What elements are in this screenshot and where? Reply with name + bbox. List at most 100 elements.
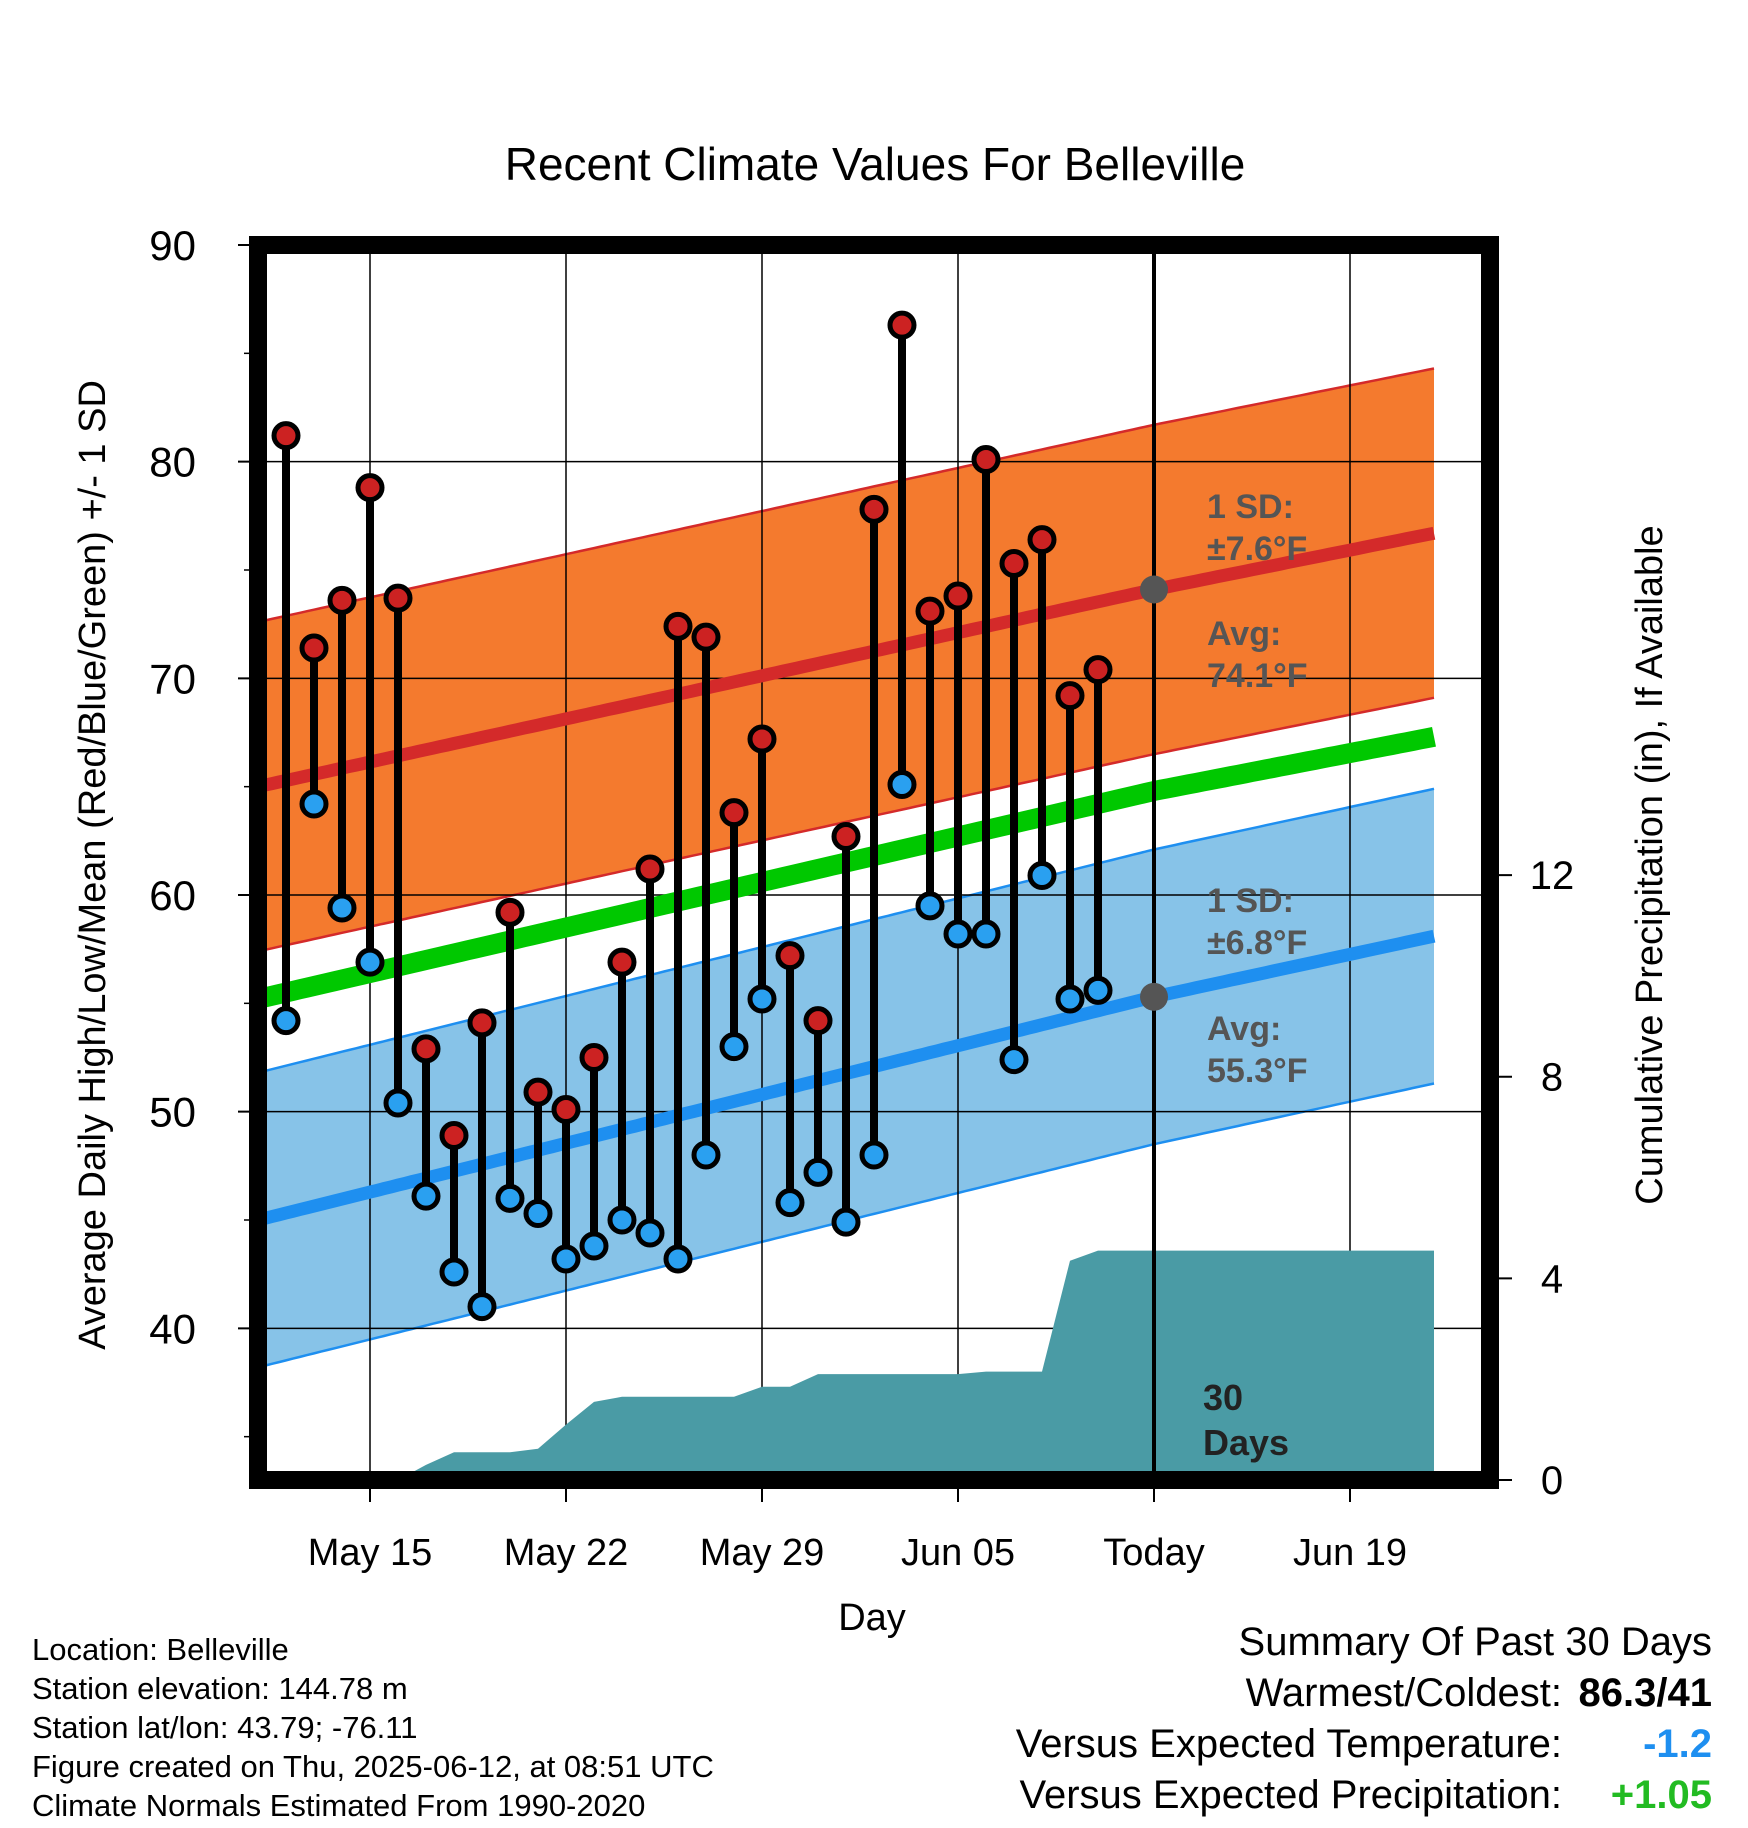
climate-normals-note: Climate Normals Estimated From 1990-2020	[32, 1788, 646, 1823]
daily-low-point	[635, 1218, 665, 1248]
daily-high-point	[271, 421, 301, 451]
low-avg-label: Avg:	[1207, 1010, 1281, 1048]
daily-low-point	[775, 1188, 805, 1218]
x-tick-label: May 22	[504, 1532, 629, 1574]
y2-tick-label: 0	[1541, 1459, 1563, 1503]
x-tick-label: Today	[1103, 1532, 1204, 1574]
daily-high-point	[943, 581, 973, 611]
daily-high-point	[915, 596, 945, 626]
daily-high-point	[579, 1043, 609, 1072]
daily-high-point	[635, 854, 665, 884]
daily-high-point	[495, 897, 525, 927]
daily-high-point	[663, 611, 693, 641]
high-lower-sd-edge	[257, 696, 1435, 953]
y2-tick-label: 12	[1530, 854, 1575, 898]
daily-low-point	[579, 1231, 609, 1261]
low-sd-value: ±6.8°F	[1207, 924, 1307, 962]
daily-high-point	[439, 1121, 469, 1150]
daily-high-point	[523, 1077, 553, 1107]
y-tick-label: 40	[149, 1305, 196, 1352]
daily-high-point	[467, 1008, 497, 1038]
daily-high-point	[859, 494, 889, 524]
today-high-normal-marker	[1140, 575, 1168, 604]
daily-low-point	[1027, 861, 1057, 890]
daily-low-point	[383, 1088, 413, 1118]
daily-low-point	[831, 1207, 861, 1237]
y2-tick-label: 4	[1541, 1257, 1563, 1301]
daily-low-point	[411, 1181, 441, 1211]
daily-high-point	[299, 633, 329, 663]
daily-low-point	[271, 1006, 301, 1036]
precip-departure-label: Versus Expected Precipitation:	[1019, 1773, 1562, 1817]
station-latlon: Station lat/lon: 43.79; -76.11	[32, 1710, 418, 1745]
daily-low-point	[719, 1032, 749, 1062]
daily-high-point	[1027, 525, 1057, 555]
daily-high-point	[747, 724, 777, 754]
y2-axis-label: Cumulative Precipitation (in), If Availa…	[1629, 525, 1671, 1204]
y2-tick-label: 8	[1541, 1056, 1563, 1100]
summary-panel: Summary Of Past 30 Days Warmest/Coldest:…	[1016, 1620, 1712, 1824]
x-tick-label: May 15	[308, 1532, 433, 1574]
daily-high-point	[411, 1034, 441, 1064]
temp-departure-label: Versus Expected Temperature:	[1015, 1722, 1562, 1766]
daily-low-point	[691, 1140, 721, 1170]
daily-low-point	[747, 984, 777, 1014]
daily-low-point	[439, 1257, 469, 1287]
high-upper-sd-edge	[257, 367, 1435, 624]
low-sd-label: 1 SD:	[1207, 882, 1294, 920]
daily-low-point	[663, 1244, 693, 1274]
window-label-days-count: 30	[1203, 1377, 1243, 1418]
daily-low-point	[915, 891, 945, 921]
station-elevation: Station elevation: 144.78 m	[32, 1671, 408, 1706]
daily-high-point	[327, 585, 357, 615]
x-tick-label: Jun 05	[901, 1532, 1015, 1574]
daily-high-point	[803, 1006, 833, 1036]
daily-high-point	[551, 1095, 581, 1124]
daily-high-point	[971, 445, 1001, 474]
window-label-days-word: Days	[1203, 1422, 1289, 1463]
daily-low-point	[607, 1205, 637, 1235]
daily-high-point	[999, 549, 1029, 578]
y-tick-label: 50	[149, 1089, 196, 1136]
station-location: Location: Belleville	[32, 1632, 289, 1667]
warmest-coldest-label: Warmest/Coldest:	[1245, 1671, 1562, 1715]
daily-high-point	[1055, 681, 1085, 711]
warmest-coldest-value: 86.3/41	[1578, 1671, 1712, 1715]
today-low-normal-marker	[1140, 982, 1168, 1011]
figure-created: Figure created on Thu, 2025-06-12, at 08…	[32, 1749, 714, 1784]
summary-title: Summary Of Past 30 Days	[1238, 1620, 1712, 1664]
daily-low-point	[467, 1292, 497, 1322]
y-tick-label: 80	[149, 439, 196, 486]
temp-departure-value: -1.2	[1643, 1722, 1712, 1766]
chart-title: Recent Climate Values For Belleville	[505, 138, 1246, 190]
plot-frame	[249, 236, 1499, 1489]
daily-high-point	[607, 947, 637, 977]
daily-high-point	[887, 310, 917, 340]
daily-low-point	[1083, 975, 1113, 1005]
y-tick-label: 70	[149, 655, 196, 702]
high-avg-label: Avg:	[1207, 615, 1281, 653]
daily-low-point	[999, 1045, 1029, 1075]
daily-low-point	[943, 919, 973, 949]
high-sd-value: ±7.6°F	[1207, 530, 1307, 568]
daily-high-point	[383, 583, 413, 613]
daily-low-point	[495, 1183, 525, 1213]
daily-high-point	[355, 473, 385, 503]
x-tick-label: May 29	[700, 1532, 825, 1574]
daily-high-point	[831, 822, 861, 851]
daily-low-point	[1055, 984, 1085, 1014]
precip-departure-value: +1.05	[1610, 1773, 1712, 1817]
daily-low-point	[355, 947, 385, 977]
daily-low-point	[551, 1244, 581, 1274]
y-tick-label: 60	[149, 872, 196, 919]
daily-low-point	[803, 1157, 833, 1187]
daily-low-point	[327, 893, 357, 923]
daily-low-point	[523, 1199, 553, 1228]
high-normal-line	[256, 526, 1436, 794]
daily-high-point	[691, 622, 721, 652]
x-axis-label: Day	[838, 1597, 906, 1639]
cumulative-precip-area	[258, 1250, 1434, 1480]
y-axis-label: Average Daily High/Low/Mean (Red/Blue/Gr…	[72, 380, 114, 1350]
daily-high-point	[719, 798, 749, 828]
low-avg-value: 55.3°F	[1207, 1052, 1308, 1090]
